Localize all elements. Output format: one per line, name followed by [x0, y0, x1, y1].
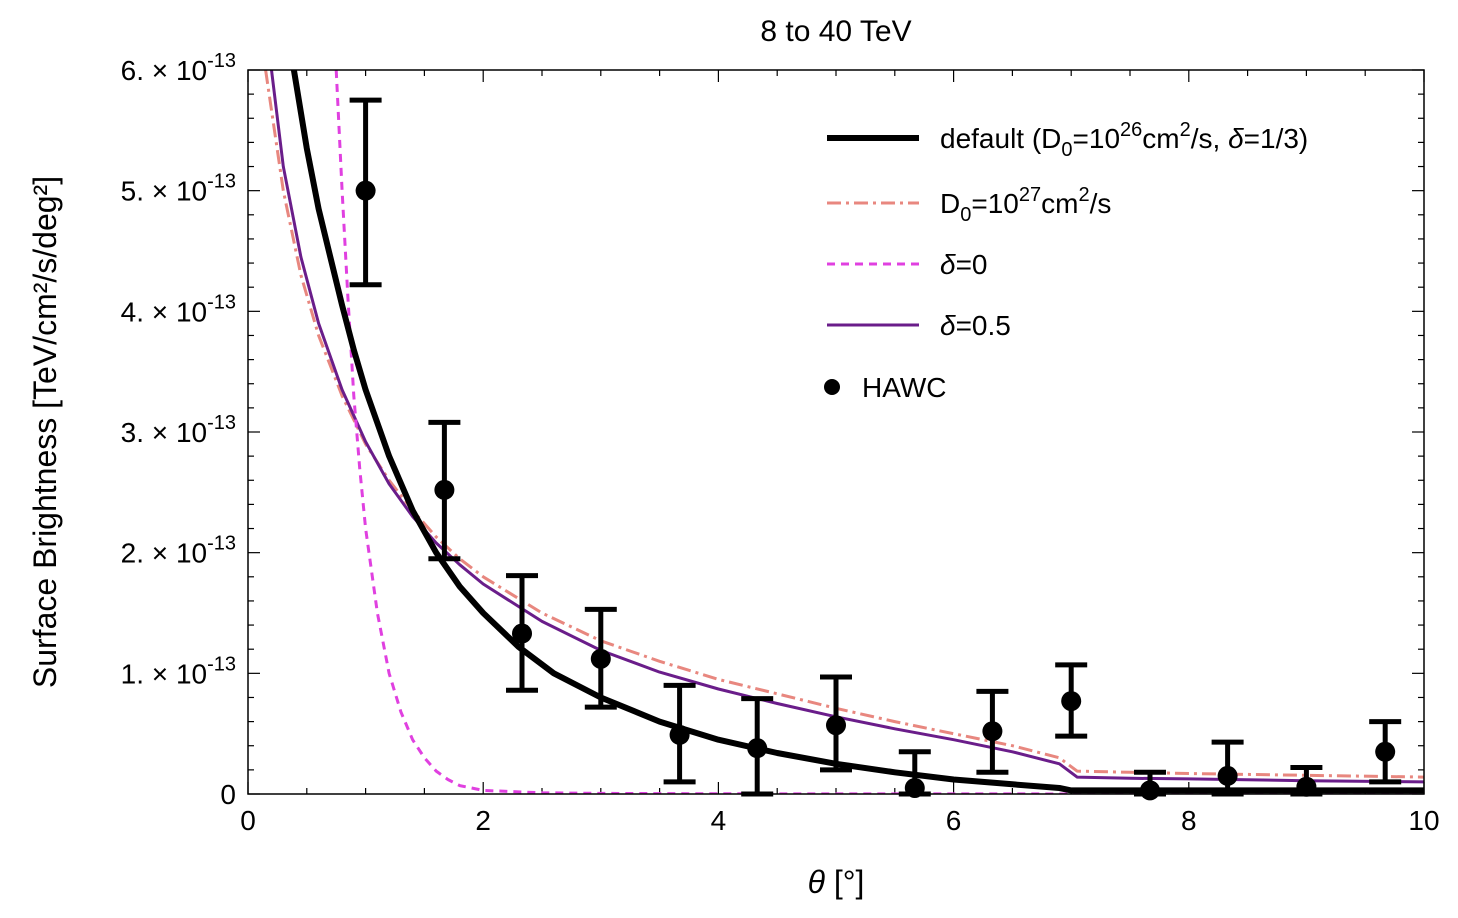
hawc-point — [826, 715, 846, 736]
x-axis-theta-symbol: θ — [808, 864, 826, 900]
y-tick-mantissa: 6. — [121, 55, 144, 86]
y-tick-mantissa: 1. — [121, 658, 144, 689]
legend-text: D — [940, 188, 960, 219]
curve-default — [290, 70, 1424, 794]
y-tick-exponent: -13 — [207, 653, 236, 675]
legend-greek: δ — [940, 249, 956, 280]
legend-greek: δ — [940, 310, 956, 341]
legend-sub: 0 — [1061, 139, 1072, 161]
legend: default (D0=1026cm2/s, δ=1/3)D0=1027cm2/… — [824, 119, 1308, 403]
y-tick-label: 3. × 10-13 — [121, 412, 236, 448]
legend-label-delta05: δ=0.5 — [940, 310, 1011, 341]
y-tick-label: 4. × 10-13 — [121, 291, 236, 327]
legend-text: cm — [1041, 188, 1078, 219]
hawc-point — [590, 648, 611, 669]
hawc-point — [669, 724, 690, 745]
hawc-point — [434, 479, 455, 500]
y-tick-labels: 01. × 10-132. × 10-133. × 10-134. × 10-1… — [121, 50, 236, 810]
chart-title: 8 to 40 TeV — [760, 15, 911, 48]
curve-delta=0.5 — [270, 70, 1424, 784]
x-tick-labels: 0 2 4 6 8 10 — [240, 805, 1439, 836]
hawc-point — [355, 180, 376, 201]
y-tick-base: × 10 — [144, 658, 207, 689]
legend-swatch-hawc — [824, 379, 840, 395]
legend-text: =10 — [971, 188, 1019, 219]
hawc-point — [1375, 741, 1396, 762]
legend-text: =1/3) — [1244, 123, 1309, 154]
y-tick-exponent: -13 — [207, 533, 236, 555]
legend-sup: 27 — [1019, 184, 1041, 206]
legend-text: =10 — [1073, 123, 1121, 154]
x-tick-label: 6 — [946, 805, 962, 836]
curve-D0=1e27 — [264, 70, 1424, 779]
legend-label-d0: D0=1027cm2/s — [940, 184, 1111, 226]
y-tick-exponent: -13 — [207, 291, 236, 313]
y-tick-label: 1. × 10-13 — [121, 653, 236, 689]
y-tick-base: × 10 — [144, 55, 207, 86]
hawc-point — [1061, 691, 1082, 712]
y-tick-mantissa: 5. — [121, 176, 144, 207]
legend-text: /s — [1090, 188, 1112, 219]
y-axis-title: Surface Brightness [TeV/cm²/s/deg²] — [27, 176, 63, 688]
legend-sub: 0 — [960, 204, 971, 226]
y-tick-label: 0 — [220, 779, 236, 810]
legend-sup: 2 — [1078, 184, 1089, 206]
hawc-point — [747, 738, 768, 759]
hawc-points — [349, 97, 1402, 801]
hawc-point — [512, 623, 533, 644]
legend-text: /s, — [1191, 123, 1228, 154]
x-axis-title: θ [°] — [808, 864, 865, 900]
legend-text: cm — [1142, 123, 1179, 154]
y-tick-base: × 10 — [144, 296, 207, 327]
x-tick-label: 0 — [240, 805, 256, 836]
x-tick-label: 10 — [1408, 805, 1439, 836]
legend-greek: δ — [1228, 123, 1244, 154]
legend-text: =0 — [956, 249, 988, 280]
legend-text: =0.5 — [956, 310, 1011, 341]
hawc-point — [904, 777, 925, 798]
y-tick-exponent: -13 — [207, 171, 236, 193]
y-tick-label: 6. × 10-13 — [121, 50, 236, 86]
y-tick-exponent: -13 — [207, 412, 236, 434]
y-tick-base: × 10 — [144, 417, 207, 448]
legend-label-delta0: δ=0 — [940, 249, 988, 280]
x-axis-unit: [°] — [825, 864, 864, 900]
y-tick-label: 2. × 10-13 — [121, 533, 236, 569]
y-tick-mantissa: 2. — [121, 538, 144, 569]
hawc-point — [1296, 776, 1317, 797]
plot-frame — [247, 69, 1425, 795]
legend-label-default: default (D0=1026cm2/s, δ=1/3) — [940, 119, 1308, 161]
x-tick-label: 2 — [475, 805, 491, 836]
curve-delta=0 — [334, 70, 1424, 794]
legend-text: default (D — [940, 123, 1061, 154]
y-tick-exponent: -13 — [207, 50, 236, 72]
curves — [264, 70, 1424, 794]
y-tick-label: 5. × 10-13 — [121, 171, 236, 207]
y-tick-mantissa: 3. — [121, 417, 144, 448]
legend-sup: 2 — [1180, 119, 1191, 141]
hawc-point — [1139, 780, 1160, 801]
hawc-point — [1217, 765, 1238, 786]
y-tick-base: × 10 — [144, 176, 207, 207]
y-tick-base: × 10 — [144, 538, 207, 569]
legend-label-hawc: HAWC — [862, 372, 947, 403]
x-tick-label: 4 — [711, 805, 727, 836]
x-tick-label: 8 — [1181, 805, 1197, 836]
legend-sup: 26 — [1120, 119, 1142, 141]
y-tick-mantissa: 4. — [121, 296, 144, 327]
hawc-point — [982, 721, 1003, 742]
